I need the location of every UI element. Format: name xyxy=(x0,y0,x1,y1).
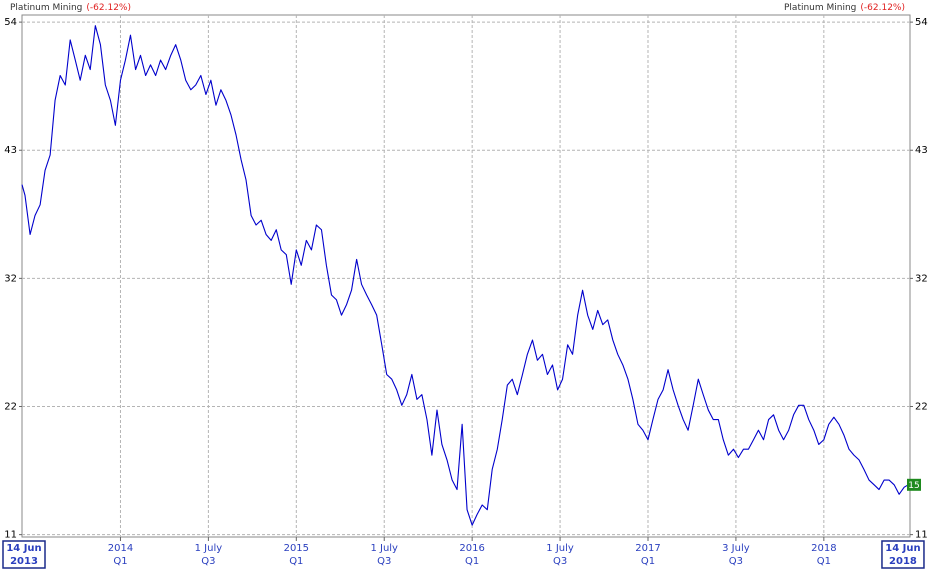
y-tick-label: 32 xyxy=(4,273,17,284)
range-label-box xyxy=(2,540,46,569)
range-label-box xyxy=(881,540,925,569)
x-tick-period: Q1 xyxy=(641,556,655,567)
x-tick-label: 2017 xyxy=(635,543,660,554)
y-tick-label: 54 xyxy=(915,17,928,28)
x-tick-label: 1 July xyxy=(195,543,223,554)
x-tick-label: 2016 xyxy=(459,543,484,554)
last-value-tag xyxy=(907,478,921,491)
x-tick-period: Q3 xyxy=(201,556,215,567)
y-tick-label: 22 xyxy=(915,402,928,413)
change-label: (-62.12%) xyxy=(86,3,131,13)
range-label: 14 Jun xyxy=(885,543,920,554)
x-tick-label: 2015 xyxy=(284,543,309,554)
series-name: Platinum Mining xyxy=(784,3,856,13)
x-tick-period: Q3 xyxy=(729,556,743,567)
x-tick-period: Q3 xyxy=(553,556,567,567)
x-tick-label: 1 July xyxy=(370,543,398,554)
price-line xyxy=(21,25,909,526)
range-label-year: 2013 xyxy=(10,556,38,567)
y-tick-label: 43 xyxy=(4,145,17,156)
x-tick-period: Q1 xyxy=(289,556,303,567)
x-tick-label: 1 July xyxy=(546,543,574,554)
header-left: Platinum Mining (-62.12%) xyxy=(10,3,131,13)
change-label: (-62.12%) xyxy=(860,3,905,13)
y-tick-label: 43 xyxy=(915,145,928,156)
x-tick-label: 2018 xyxy=(811,543,836,554)
y-tick-label: 11 xyxy=(4,530,17,541)
x-tick-label: 3 July xyxy=(722,543,750,554)
plot-area xyxy=(21,14,911,538)
range-label-year: 2018 xyxy=(889,556,917,567)
x-tick-period: Q1 xyxy=(113,556,127,567)
header-right: Platinum Mining (-62.12%) xyxy=(784,3,905,13)
range-label: 14 Jun xyxy=(6,543,41,554)
x-tick-period: Q1 xyxy=(817,556,831,567)
y-tick-label: 22 xyxy=(4,402,17,413)
x-tick-period: Q3 xyxy=(377,556,391,567)
y-tick-label: 54 xyxy=(4,17,17,28)
y-tick-label: 32 xyxy=(915,273,928,284)
y-tick-label: 11 xyxy=(915,530,928,541)
x-tick-period: Q1 xyxy=(465,556,479,567)
x-tick-label: 2014 xyxy=(108,543,133,554)
last-value-label: 15 xyxy=(908,481,919,491)
series-name: Platinum Mining xyxy=(10,3,82,13)
